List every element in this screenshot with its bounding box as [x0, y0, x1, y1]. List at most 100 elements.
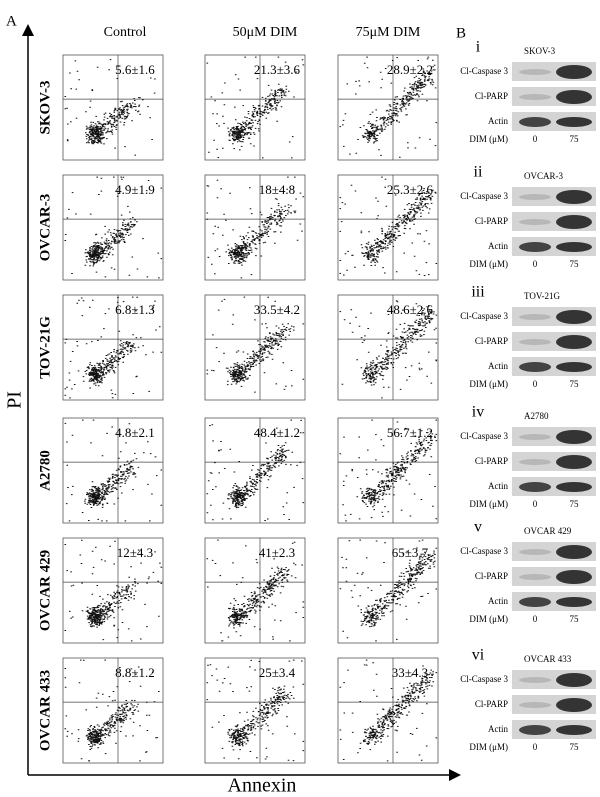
band-label: Actin [488, 596, 508, 606]
column-header: 50μM DIM [233, 25, 298, 40]
percentage-label: 4.9±1.9 [115, 182, 155, 197]
column-header: Control [104, 25, 147, 40]
blot-band [556, 570, 592, 584]
y-axis-label: PI [4, 391, 26, 409]
band-label: Actin [488, 724, 508, 734]
blot-band [519, 362, 551, 372]
blot-band [556, 335, 592, 349]
blot-band [556, 362, 592, 372]
scatter-dots [339, 300, 438, 399]
x-axis-label: Annexin [228, 775, 297, 797]
blot-band [556, 482, 592, 492]
blot-band [556, 545, 592, 559]
band-label: Cl-PARP [475, 571, 508, 581]
scatter-dots [206, 419, 305, 521]
dose-value: 0 [533, 134, 538, 144]
scatter-plot-frame [337, 54, 439, 161]
band-label: Cl-PARP [475, 91, 508, 101]
dose-label: DIM (μM) [469, 259, 508, 269]
percentage-label: 12±4.3 [117, 545, 153, 560]
band-label: Actin [488, 481, 508, 491]
dose-label: DIM (μM) [469, 614, 508, 624]
percentage-label: 21.3±3.6 [254, 62, 301, 77]
blot-band [519, 94, 551, 100]
band-label: Cl-Caspase 3 [460, 191, 508, 201]
blot-band [556, 215, 592, 229]
scatter-plot-frame [204, 294, 306, 401]
scatter-plot-frame [337, 657, 439, 764]
scatter-plot-frame [62, 294, 164, 401]
scatter-dots [64, 659, 160, 762]
scatter-dots [206, 296, 305, 393]
blot-band [556, 725, 592, 735]
blot-band [519, 219, 551, 225]
dose-value: 75 [570, 379, 580, 389]
percentage-label: 48.6±2.6 [387, 302, 434, 317]
percentage-label: 28.9±2.2 [387, 62, 433, 77]
scatter-dots [64, 539, 163, 642]
band-label: Cl-PARP [475, 456, 508, 466]
band-label: Actin [488, 361, 508, 371]
scatter-dots [64, 59, 156, 156]
percentage-label: 6.8±1.3 [115, 302, 155, 317]
blot-numeral: v [474, 519, 482, 536]
blot-band [556, 90, 592, 104]
dose-value: 0 [533, 742, 538, 752]
dose-value: 0 [533, 499, 538, 509]
dose-value: 0 [533, 614, 538, 624]
percentage-label: 8.8±1.2 [115, 665, 155, 680]
panel-label: B [456, 25, 466, 41]
row-label: A2780 [37, 450, 53, 491]
scatter-dots [339, 56, 438, 158]
blot-band [556, 673, 592, 687]
band-label: Cl-Caspase 3 [460, 546, 508, 556]
scatter-dots [206, 56, 305, 159]
blot-band [519, 117, 551, 127]
band-label: Cl-Caspase 3 [460, 431, 508, 441]
blot-band [519, 597, 551, 607]
scatter-dots [206, 659, 305, 762]
scatter-plot-frame [337, 174, 439, 281]
scatter-plot-frame [337, 537, 439, 644]
blot-band [556, 310, 592, 324]
blot-band [519, 434, 551, 440]
band-label: Actin [488, 116, 508, 126]
percentage-label: 65±3.7 [392, 545, 429, 560]
scatter-plot-frame [204, 54, 306, 161]
column-header: 75μM DIM [356, 25, 421, 40]
blot-numeral: iii [471, 284, 485, 301]
blot-band [519, 574, 551, 580]
band-label: Cl-Caspase 3 [460, 311, 508, 321]
percentage-label: 18±4.8 [259, 182, 295, 197]
scatter-dots [64, 296, 163, 399]
scatter-plot-frame [204, 417, 306, 524]
percentage-label: 33.5±4.2 [254, 302, 300, 317]
blot-band [519, 677, 551, 683]
row-label: OVCAR 433 [37, 670, 53, 751]
band-label: Cl-PARP [475, 216, 508, 226]
scatter-dots [339, 419, 438, 522]
percentage-label: 25±3.4 [259, 665, 296, 680]
scatter-dots [64, 419, 163, 522]
band-label: Actin [488, 241, 508, 251]
scatter-dots [206, 176, 305, 279]
percentage-label: 33±4.3 [392, 665, 428, 680]
blot-cell-line: TOV-21G [524, 291, 561, 301]
scatter-dots [64, 176, 163, 279]
scatter-plot-frame [204, 657, 306, 764]
band-label: Cl-PARP [475, 336, 508, 346]
blot-band [519, 194, 551, 200]
dose-label: DIM (μM) [469, 134, 508, 144]
dose-value: 75 [570, 134, 580, 144]
percentage-label: 4.8±2.1 [115, 425, 155, 440]
blot-numeral: vi [472, 647, 485, 664]
blot-band [519, 702, 551, 708]
row-label: SKOV-3 [37, 81, 53, 135]
scatter-dots [206, 539, 305, 642]
scatter-plot-frame [62, 174, 164, 281]
band-label: Cl-Caspase 3 [460, 66, 508, 76]
percentage-label: 5.6±1.6 [115, 62, 155, 77]
band-label: Cl-Caspase 3 [460, 674, 508, 684]
blot-cell-line: OVCAR 429 [524, 526, 572, 536]
blot-band [556, 430, 592, 444]
